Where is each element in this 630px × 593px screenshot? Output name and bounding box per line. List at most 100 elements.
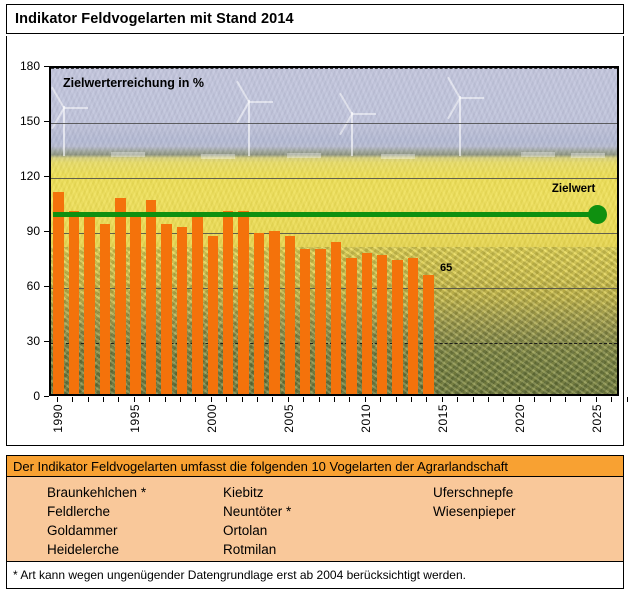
x-tick-mark-2014 bbox=[426, 397, 428, 402]
wind-turbine-icon bbox=[351, 112, 353, 156]
target-label: Zielwert bbox=[551, 182, 596, 195]
y-tick-label-180: 180 bbox=[19, 59, 40, 73]
species-item: Rotmilan bbox=[223, 542, 277, 557]
species-header-band: Der Indikator Feldvogelarten umfasst die… bbox=[6, 455, 624, 477]
bar-2006 bbox=[299, 249, 311, 394]
bar-2000 bbox=[207, 236, 218, 394]
x-tick-mark-2025 bbox=[595, 397, 597, 402]
y-tick-mark-180 bbox=[44, 66, 49, 67]
bar-2001 bbox=[222, 210, 234, 394]
y-tick-label-150: 150 bbox=[19, 114, 40, 128]
bar-1998 bbox=[176, 227, 188, 394]
species-item: Wiesenpieper bbox=[433, 504, 516, 519]
bar-2013 bbox=[407, 258, 419, 394]
bar-1997 bbox=[161, 223, 172, 394]
x-tick-label-2010: 2010 bbox=[358, 404, 373, 433]
x-tick-mark-2022 bbox=[549, 397, 551, 402]
bar-2008 bbox=[330, 241, 342, 394]
y-tick-label-120: 120 bbox=[19, 169, 40, 183]
wind-turbine-icon bbox=[459, 96, 461, 156]
x-tick-mark-2011 bbox=[380, 397, 382, 402]
x-tick-mark-2001 bbox=[226, 397, 228, 402]
x-tick-mark-2013 bbox=[411, 397, 413, 402]
x-tick-label-2025: 2025 bbox=[589, 404, 604, 433]
bar-2009 bbox=[346, 258, 357, 394]
x-tick-label-2005: 2005 bbox=[281, 404, 296, 433]
horizon-skyline bbox=[381, 154, 415, 159]
x-tick-mark-2017 bbox=[472, 397, 474, 402]
bar-1991 bbox=[68, 210, 80, 394]
x-tick-mark-2019 bbox=[503, 397, 505, 402]
gridline-120 bbox=[51, 178, 617, 179]
y-tick-label-30: 30 bbox=[26, 334, 40, 348]
target-line bbox=[53, 212, 598, 218]
species-header-text: Der Indikator Feldvogelarten umfasst die… bbox=[13, 458, 509, 474]
x-tick-mark-2020 bbox=[518, 397, 520, 402]
x-tick-mark-2008 bbox=[334, 397, 335, 402]
bar-2014 bbox=[423, 274, 434, 394]
x-tick-mark-1993 bbox=[102, 397, 104, 402]
footnote-bar: * Art kann wegen ungenügender Datengrund… bbox=[6, 562, 624, 589]
bar-1994 bbox=[115, 197, 126, 394]
species-item: Goldammer bbox=[47, 523, 118, 538]
x-tick-mark-2027 bbox=[626, 397, 628, 402]
bar-series bbox=[51, 68, 617, 394]
species-item: Heidelerche bbox=[47, 542, 120, 557]
species-item: Braunkehlchen * bbox=[47, 485, 147, 500]
horizon-skyline bbox=[111, 152, 145, 157]
bar-1992 bbox=[84, 212, 95, 394]
species-item: Neuntöter * bbox=[223, 504, 292, 519]
x-tick-label-2020: 2020 bbox=[512, 404, 527, 433]
chart-container: 0 30 60 90 120 150 180 Zielwert 65 Zielwerterr… bbox=[6, 36, 628, 446]
gridline-180 bbox=[51, 68, 617, 69]
x-tick-mark-2018 bbox=[488, 397, 490, 402]
x-tick-mark-2024 bbox=[580, 397, 582, 402]
y-tick-mark-30 bbox=[44, 341, 49, 342]
bar-2012 bbox=[392, 260, 403, 394]
y-tick-mark-90 bbox=[44, 231, 49, 232]
x-tick-mark-2002 bbox=[241, 397, 243, 402]
species-item: Uferschnepfe bbox=[433, 485, 514, 500]
x-tick-mark-2004 bbox=[272, 397, 274, 402]
y-tick-mark-60 bbox=[44, 286, 49, 287]
x-tick-mark-2010 bbox=[364, 397, 366, 402]
bar-1993 bbox=[99, 223, 111, 394]
y-tick-mark-150 bbox=[44, 121, 49, 122]
bar-1999 bbox=[192, 212, 203, 394]
x-tick-mark-2006 bbox=[303, 397, 305, 402]
y-tick-label-90: 90 bbox=[26, 224, 40, 238]
x-tick-mark-1997 bbox=[164, 397, 166, 402]
species-list-panel: Braunkehlchen * Feldlerche Goldammer Heidel… bbox=[6, 477, 624, 562]
gridline-150 bbox=[51, 123, 617, 124]
horizon-skyline bbox=[287, 153, 321, 158]
x-tick-mark-1992 bbox=[87, 397, 89, 402]
x-tick-mark-2007 bbox=[318, 397, 320, 402]
species-item: Feldlerche bbox=[47, 504, 111, 519]
horizon-skyline bbox=[571, 153, 605, 158]
x-tick-label-1990: 1990 bbox=[50, 404, 65, 433]
bar-1995 bbox=[130, 216, 141, 394]
x-tick-mark-2016 bbox=[457, 397, 459, 402]
bar-2011 bbox=[376, 254, 388, 394]
plot-title: Zielwerterreichung in % bbox=[63, 76, 205, 90]
species-column-3: Uferschnepfe Wiesenpieper bbox=[433, 483, 623, 561]
x-tick-label-1995: 1995 bbox=[127, 404, 142, 433]
bar-2005 bbox=[284, 236, 295, 394]
x-tick-mark-1995 bbox=[133, 397, 135, 402]
wind-turbine-icon bbox=[63, 106, 65, 156]
x-tick-mark-1990 bbox=[56, 397, 58, 402]
x-tick-mark-2021 bbox=[534, 397, 536, 402]
x-tick-mark-2003 bbox=[256, 397, 258, 402]
target-marker-dot bbox=[588, 205, 608, 225]
x-tick-mark-2026 bbox=[611, 397, 613, 402]
x-tick-mark-2009 bbox=[349, 397, 351, 402]
x-tick-label-2015: 2015 bbox=[435, 404, 450, 433]
species-column-2: Kiebitz Neuntöter * Ortolan Rotmilan bbox=[223, 483, 433, 561]
x-tick-mark-1991 bbox=[72, 397, 74, 402]
x-tick-mark-2012 bbox=[395, 397, 397, 402]
x-tick-mark-2000 bbox=[210, 397, 212, 402]
bar-2004 bbox=[269, 230, 280, 394]
x-tick-mark-1996 bbox=[149, 397, 151, 402]
y-tick-label-60: 60 bbox=[26, 279, 40, 293]
